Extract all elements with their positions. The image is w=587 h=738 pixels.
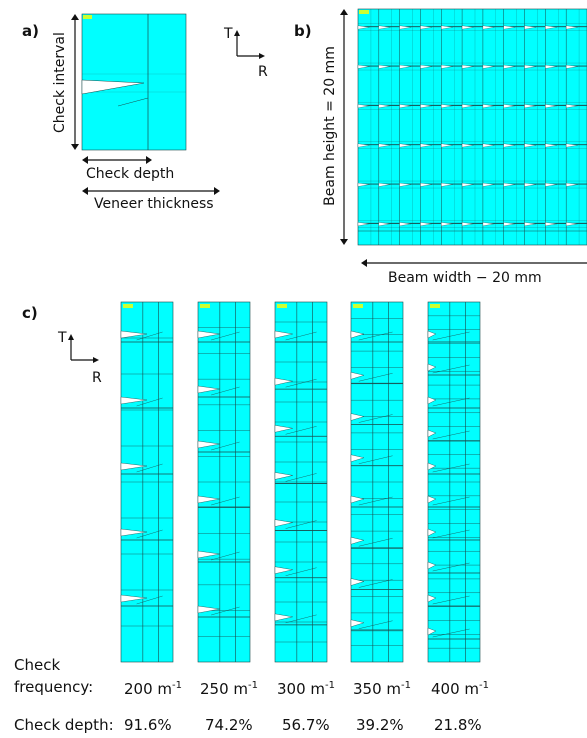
depth-350: 39.2% — [356, 716, 404, 734]
panel-c-mesh-200 — [120, 301, 174, 663]
frequency-400: 400 m-1 — [431, 680, 489, 698]
veneer-thickness-label: Veneer thickness — [94, 196, 214, 212]
check-interval-arrow — [71, 14, 79, 150]
panel-c-label: c) — [22, 304, 38, 322]
frequency-300: 300 m-1 — [277, 680, 335, 698]
check-depth-label: Check depth — [86, 166, 175, 182]
depth-250: 74.2% — [205, 716, 253, 734]
panel-b-label: b) — [294, 22, 312, 40]
frequency-350: 350 m-1 — [353, 680, 411, 698]
beam-width-arrow — [361, 259, 587, 267]
panel-b-mesh — [357, 8, 587, 246]
beam-height-label: Beam height = 20 mm — [322, 46, 338, 206]
axis-r-label-c: R — [92, 370, 102, 386]
check-frequency-label-line1: Check — [14, 656, 61, 674]
axis-t-label-c: T — [58, 330, 67, 346]
panel-c-mesh-300 — [274, 301, 328, 663]
check-interval-label: Check interval — [52, 32, 68, 133]
check-depth-row-label: Check depth: — [14, 716, 114, 734]
check-frequency-label-line2: frequency: — [14, 678, 94, 696]
frequency-250: 250 m-1 — [200, 680, 258, 698]
axis-t-label-top: T — [224, 26, 233, 42]
check-depth-arrow — [82, 156, 152, 164]
beam-height-arrow — [340, 9, 348, 245]
panel-c-mesh-250 — [197, 301, 251, 663]
panel-a-label: a) — [22, 22, 39, 40]
panel-c-mesh-400 — [427, 301, 481, 663]
tr-axes-top — [234, 30, 265, 59]
panel-c-mesh-350 — [350, 301, 404, 663]
tr-axes-c — [68, 334, 99, 363]
beam-width-label: Beam width − 20 mm — [388, 270, 542, 286]
depth-400: 21.8% — [434, 716, 482, 734]
depth-300: 56.7% — [282, 716, 330, 734]
frequency-200: 200 m-1 — [124, 680, 182, 698]
veneer-thickness-arrow — [82, 187, 220, 195]
depth-200: 91.6% — [124, 716, 172, 734]
panel-a-mesh — [81, 13, 187, 151]
axis-r-label-top: R — [258, 64, 268, 80]
